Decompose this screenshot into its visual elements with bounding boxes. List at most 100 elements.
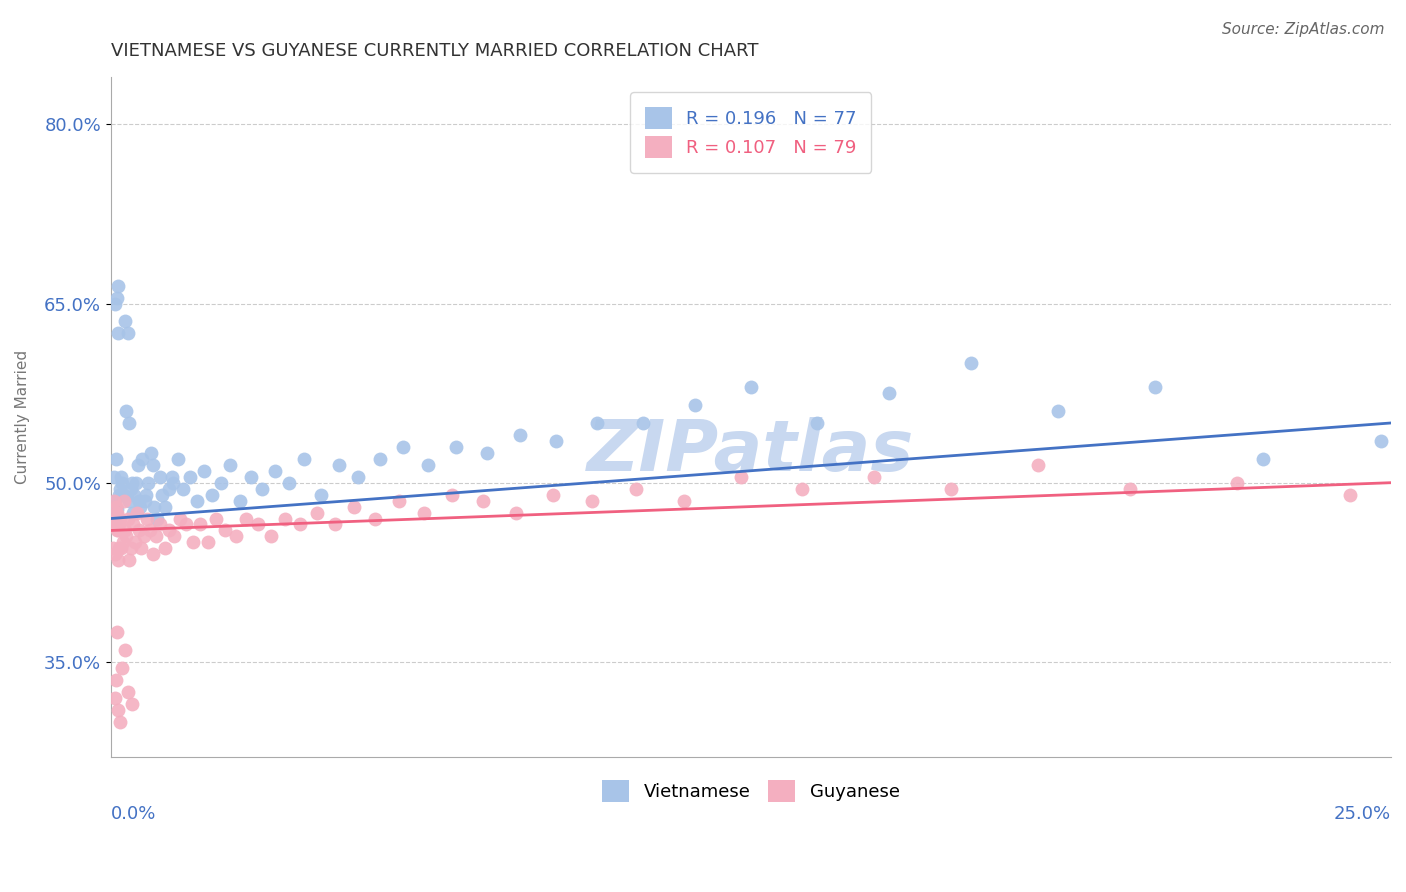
Point — [107, 524, 129, 538]
Point — [104, 296, 127, 310]
Point — [114, 643, 136, 657]
Point — [790, 482, 813, 496]
Point — [115, 404, 138, 418]
Point — [111, 535, 134, 549]
Point — [135, 511, 157, 525]
Point — [104, 451, 127, 466]
Point — [472, 493, 495, 508]
Point — [193, 464, 215, 478]
Point — [104, 500, 127, 514]
Point — [413, 506, 436, 520]
Point — [509, 428, 531, 442]
Point — [391, 440, 413, 454]
Point — [153, 541, 176, 556]
Point — [323, 517, 346, 532]
Point — [149, 469, 172, 483]
Point — [181, 535, 204, 549]
Point — [201, 488, 224, 502]
Point — [142, 458, 165, 472]
Point — [235, 511, 257, 525]
Point — [108, 482, 131, 496]
Point — [205, 511, 228, 525]
Point — [364, 511, 387, 525]
Point — [111, 661, 134, 675]
Point — [441, 488, 464, 502]
Point — [107, 703, 129, 717]
Point — [673, 493, 696, 508]
Point — [239, 469, 262, 483]
Point — [877, 386, 900, 401]
Point — [104, 511, 127, 525]
Point — [117, 326, 139, 341]
Point — [188, 517, 211, 532]
Text: 25.0%: 25.0% — [1334, 805, 1391, 823]
Point — [114, 524, 136, 538]
Point — [1369, 434, 1392, 448]
Point — [229, 493, 252, 508]
Legend: R = 0.196   N = 77, R = 0.107   N = 79: R = 0.196 N = 77, R = 0.107 N = 79 — [630, 93, 872, 172]
Point — [1144, 380, 1167, 394]
Point — [145, 529, 167, 543]
Point — [105, 502, 128, 516]
Point — [142, 500, 165, 514]
Point — [128, 524, 150, 538]
Point — [1251, 451, 1274, 466]
Point — [160, 469, 183, 483]
Point — [110, 541, 132, 556]
Point — [278, 475, 301, 490]
Point — [305, 506, 328, 520]
Point — [274, 511, 297, 525]
Point — [104, 493, 127, 508]
Point — [343, 500, 366, 514]
Point — [146, 511, 169, 525]
Point — [225, 529, 247, 543]
Point — [157, 524, 180, 538]
Point — [114, 314, 136, 328]
Point — [541, 488, 564, 502]
Point — [633, 416, 655, 430]
Point — [581, 493, 603, 508]
Point — [309, 488, 332, 502]
Point — [142, 547, 165, 561]
Point — [219, 458, 242, 472]
Point — [260, 529, 283, 543]
Point — [368, 451, 391, 466]
Text: 0.0%: 0.0% — [111, 805, 156, 823]
Point — [108, 714, 131, 729]
Point — [139, 446, 162, 460]
Point — [150, 488, 173, 502]
Text: ZIPatlas: ZIPatlas — [588, 417, 914, 485]
Point — [197, 535, 219, 549]
Point — [105, 517, 128, 532]
Point — [939, 482, 962, 496]
Y-axis label: Currently Married: Currently Married — [15, 350, 30, 484]
Point — [118, 493, 141, 508]
Point — [157, 482, 180, 496]
Point — [107, 553, 129, 567]
Point — [134, 493, 156, 508]
Point — [214, 524, 236, 538]
Point — [163, 529, 186, 543]
Point — [162, 475, 184, 490]
Point — [125, 506, 148, 520]
Point — [1226, 475, 1249, 490]
Point — [127, 458, 149, 472]
Point — [252, 482, 274, 496]
Point — [124, 535, 146, 549]
Point — [117, 511, 139, 525]
Point — [290, 517, 312, 532]
Text: VIETNAMESE VS GUYANESE CURRENTLY MARRIED CORRELATION CHART: VIETNAMESE VS GUYANESE CURRENTLY MARRIED… — [111, 42, 758, 60]
Point — [174, 517, 197, 532]
Point — [117, 684, 139, 698]
Point — [135, 488, 157, 502]
Point — [124, 488, 146, 502]
Point — [387, 493, 409, 508]
Point — [1026, 458, 1049, 472]
Point — [108, 517, 131, 532]
Point — [121, 697, 143, 711]
Point — [136, 475, 159, 490]
Point — [120, 541, 142, 556]
Point — [101, 541, 124, 556]
Point — [105, 511, 128, 525]
Point — [247, 517, 270, 532]
